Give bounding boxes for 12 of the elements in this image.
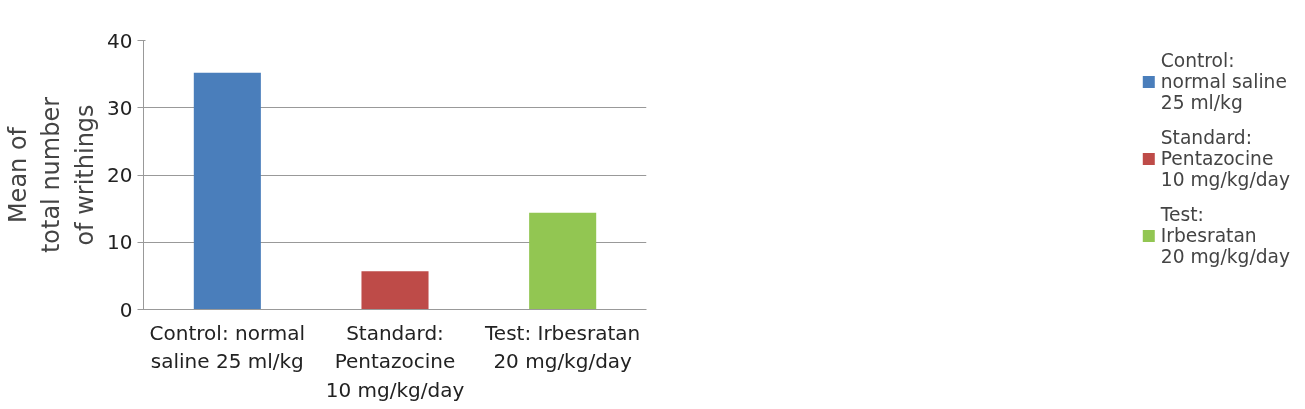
legend-label: Standard: Pentazocine 10 mg/kg/day	[1160, 127, 1290, 190]
legend-label: Test: Irbesratan 20 mg/kg/day	[1160, 204, 1290, 267]
x-tick-label: Standard: Pentazocine 10 mg/kg/day	[325, 320, 465, 403]
y-tick-label: 30	[107, 95, 133, 120]
x-tick-label: Control: normal saline 25 ml/kg	[149, 320, 306, 374]
x-tick-label: Test: Irbesratan 20 mg/kg/day	[484, 320, 641, 374]
y-tick-label: 10	[107, 230, 133, 255]
legend-label: Control: normal saline 25 ml/kg	[1160, 50, 1287, 113]
y-tick-label: 0	[119, 297, 133, 322]
y-tick-label: 40	[107, 28, 133, 53]
y-tick-label: 20	[107, 163, 133, 187]
y-axis-title: Mean of total number of writhings	[3, 96, 100, 254]
